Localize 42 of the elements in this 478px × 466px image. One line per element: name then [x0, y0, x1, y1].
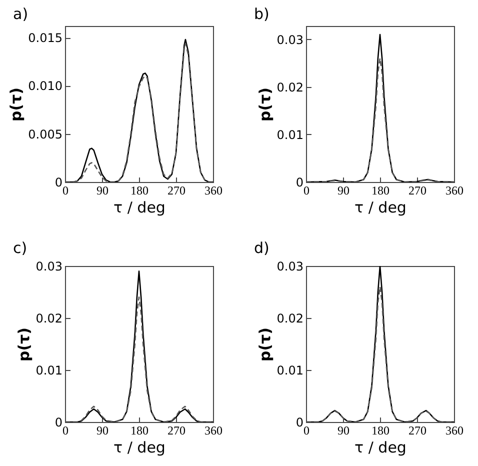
x-tick-label: 270: [408, 424, 426, 438]
y-axis-title: p(τ): [256, 327, 274, 362]
x-tick-label: 360: [204, 184, 222, 198]
y-axis-title: p(τ): [256, 87, 274, 122]
x-tick-label: 270: [168, 424, 186, 438]
chart-title: b): [254, 5, 270, 23]
x-axis-title: τ / deg: [114, 198, 166, 216]
y-tick-label: 0.010: [28, 79, 62, 94]
y-tick-label: 0.03: [36, 260, 62, 274]
y-tick-label: 0.03: [276, 32, 304, 47]
y-tick-label: 0.01: [276, 364, 304, 378]
x-tick-label: 90: [96, 424, 108, 438]
x-tick-label: 180: [372, 424, 390, 438]
y-axis-title: p(τ): [7, 87, 26, 122]
y-tick-label: 0.015: [28, 31, 62, 46]
chart-title: c): [13, 239, 28, 257]
y-tick-label: 0.03: [276, 260, 304, 274]
line-series: [306, 58, 454, 182]
x-tick-label: 360: [446, 424, 464, 438]
x-tick-label: 90: [96, 184, 108, 198]
x-tick-label: 90: [338, 184, 350, 198]
y-axis-title: p(τ): [14, 327, 33, 362]
y-tick-label: 0.02: [276, 312, 304, 326]
y-tick-label: 0.005: [28, 127, 62, 142]
y-tick-label: 0.02: [36, 312, 62, 326]
x-axis-title: τ / deg: [354, 438, 406, 456]
x-axis-title: τ / deg: [114, 438, 166, 456]
y-tick-label: 0.02: [276, 80, 304, 94]
line-series: [65, 296, 213, 422]
x-tick-label: 360: [204, 424, 222, 438]
chart-title: d): [254, 239, 270, 257]
x-axis-title: τ / deg: [354, 198, 406, 216]
x-tick-label: 270: [408, 184, 426, 198]
x-tick-label: 270: [168, 184, 186, 198]
x-tick-label: 180: [130, 424, 148, 438]
x-tick-label: 90: [338, 424, 350, 438]
x-tick-label: 360: [446, 184, 464, 198]
y-tick-label: 0.01: [276, 128, 304, 142]
x-tick-label: 180: [130, 184, 148, 198]
x-tick-label: 180: [372, 184, 390, 198]
y-tick-label: 0.01: [36, 364, 62, 378]
chart-title: a): [13, 5, 28, 23]
